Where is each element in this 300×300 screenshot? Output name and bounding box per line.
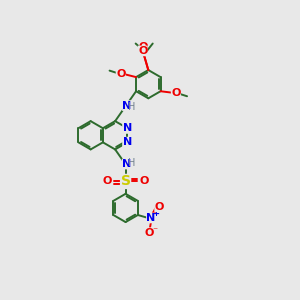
Text: O: O bbox=[116, 69, 125, 79]
Text: ⁻: ⁻ bbox=[152, 226, 158, 236]
Text: +: + bbox=[152, 209, 159, 218]
Text: N: N bbox=[122, 100, 132, 111]
Text: O: O bbox=[145, 228, 154, 238]
Text: O: O bbox=[139, 42, 148, 52]
Text: S: S bbox=[121, 174, 130, 188]
Text: O: O bbox=[103, 176, 112, 186]
Text: O: O bbox=[138, 46, 147, 56]
Text: O: O bbox=[139, 176, 148, 186]
Text: N: N bbox=[123, 123, 132, 133]
Text: N: N bbox=[146, 213, 156, 223]
Text: H: H bbox=[128, 158, 136, 168]
Text: N: N bbox=[123, 137, 132, 147]
Text: N: N bbox=[122, 159, 131, 169]
Text: O: O bbox=[171, 88, 181, 98]
Text: H: H bbox=[128, 102, 136, 112]
Text: O: O bbox=[154, 202, 164, 212]
